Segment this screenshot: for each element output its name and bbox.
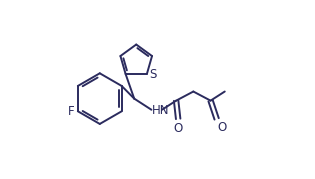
Text: F: F (68, 105, 74, 118)
Text: O: O (174, 122, 183, 135)
Text: O: O (218, 121, 227, 134)
Text: HN: HN (152, 104, 169, 117)
Text: S: S (149, 68, 157, 81)
